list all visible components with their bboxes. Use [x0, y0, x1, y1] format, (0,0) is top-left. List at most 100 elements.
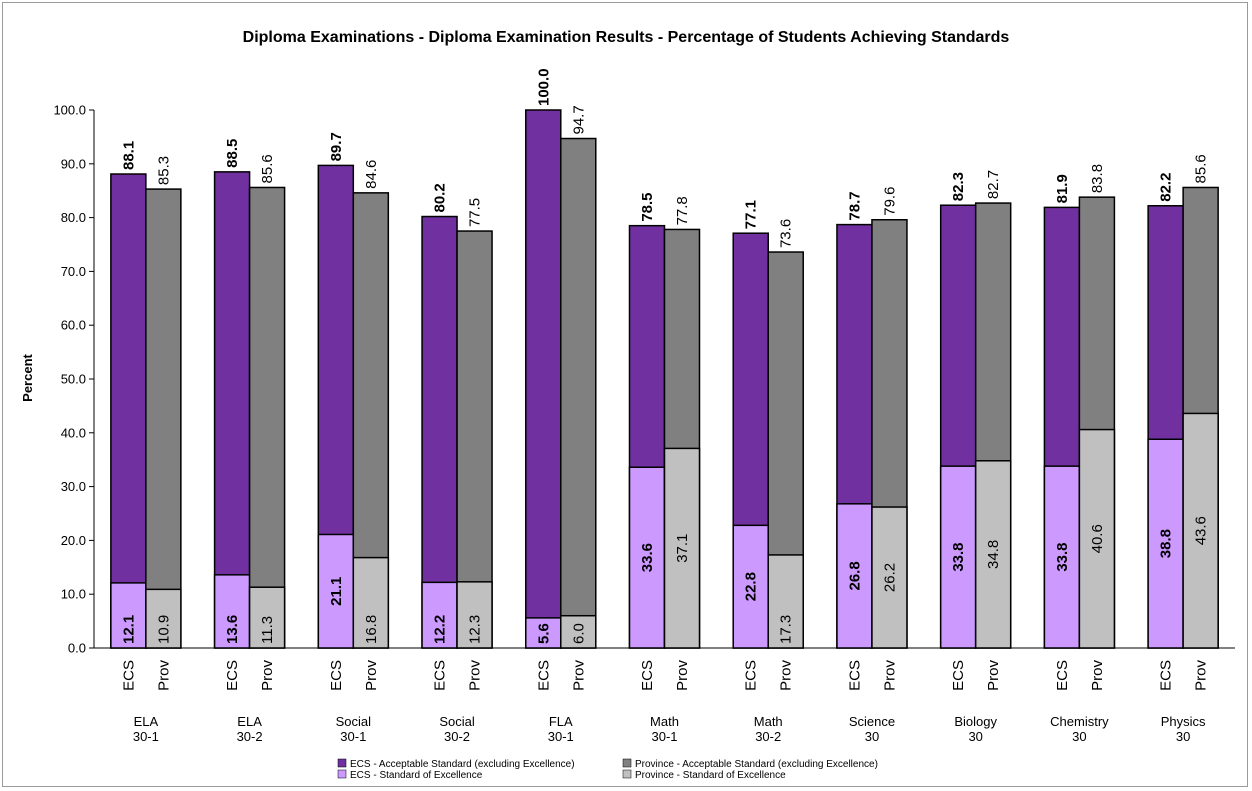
bar-labels-layer: 88.1 85.3 12.1 10.9 88.5 85.6 13.6 11.3 89.7 84.6… [120, 68, 1209, 644]
x-category-label: ELA [237, 714, 262, 729]
legend-swatch [622, 758, 632, 768]
x-category-label: 30-2 [444, 729, 470, 744]
bar-ecs-acceptable [421, 215, 458, 649]
x-category-label: 30-1 [548, 729, 574, 744]
bar-ecs-excellence [732, 524, 769, 649]
bar-prov-excellence [871, 506, 908, 649]
data-label-ecs-excellence: 33.6 [639, 543, 656, 572]
data-label-prov-excellence: 40.6 [1089, 524, 1106, 553]
legend-swatch [337, 758, 347, 768]
x-sub-label-prov: Prov [570, 660, 587, 691]
x-category-label: 30-2 [755, 729, 781, 744]
y-tick-label: 90.0 [61, 156, 86, 171]
data-label-ecs-acceptable: 80.2 [432, 183, 449, 212]
data-label-prov-acceptable: 77.8 [674, 196, 691, 225]
legend-label: Province - Standard of Excellence [635, 770, 786, 781]
x-category-label: 30-1 [133, 729, 159, 744]
data-label-prov-acceptable: 77.5 [467, 198, 484, 227]
data-label-prov-acceptable: 82.7 [985, 170, 1002, 199]
data-label-prov-acceptable: 73.6 [778, 219, 795, 248]
x-category-label: FLA [549, 714, 573, 729]
data-label-prov-excellence: 6.0 [570, 623, 587, 644]
bar-ecs-excellence [1147, 438, 1184, 649]
y-tick-label: 0.0 [68, 641, 86, 656]
legend-label: ECS - Standard of Excellence [350, 770, 483, 781]
bar-ecs-excellence [110, 582, 147, 649]
legend: ECS - Acceptable Standard (excluding Exc… [337, 758, 878, 781]
x-sub-label-ecs: ECS [120, 660, 137, 691]
data-label-prov-acceptable: 84.6 [363, 160, 380, 189]
x-category-label: 30 [1176, 729, 1190, 744]
bar-prov-excellence [767, 554, 804, 649]
x-sub-label-prov: Prov [155, 660, 172, 691]
bar-prov-excellence [974, 460, 1012, 649]
bar-prov-excellence [1182, 412, 1219, 649]
y-tick-label: 60.0 [61, 318, 86, 333]
data-label-prov-excellence: 16.8 [363, 615, 380, 644]
x-sub-label-ecs: ECS [328, 660, 345, 691]
legend-label: ECS - Acceptable Standard (excluding Exc… [350, 759, 575, 770]
legend-swatch [622, 769, 632, 779]
data-label-ecs-acceptable: 88.1 [120, 141, 137, 170]
x-category-label: 30 [968, 729, 982, 744]
data-label-prov-excellence: 26.2 [881, 563, 898, 592]
x-sub-label-prov: Prov [674, 660, 691, 691]
x-category-label: 30-2 [237, 729, 263, 744]
data-label-ecs-acceptable: 82.3 [950, 172, 967, 201]
data-label-prov-excellence: 10.9 [155, 615, 172, 644]
x-category-label: Physics [1161, 714, 1206, 729]
y-tick-label: 40.0 [61, 425, 86, 440]
x-category-label: 30 [865, 729, 879, 744]
data-label-prov-excellence: 43.6 [1193, 516, 1210, 545]
x-sub-label-prov: Prov [363, 660, 380, 691]
data-label-ecs-excellence: 33.8 [950, 542, 967, 571]
data-label-prov-acceptable: 85.6 [1193, 154, 1210, 183]
data-label-ecs-acceptable: 77.1 [743, 200, 760, 229]
y-tick-label: 10.0 [61, 587, 86, 602]
x-category-label: 30-1 [340, 729, 366, 744]
legend-swatch [337, 769, 347, 779]
y-tick-label: 70.0 [61, 264, 86, 279]
x-sub-label-prov: Prov [778, 660, 795, 691]
data-label-prov-acceptable: 85.3 [155, 156, 172, 185]
data-label-ecs-acceptable: 88.5 [224, 139, 241, 168]
x-sub-label-ecs: ECS [224, 660, 241, 691]
chart-title: Diploma Examinations - Diploma Examinati… [243, 29, 1010, 46]
x-category-label: 30 [1072, 729, 1086, 744]
x-category-label: Chemistry [1050, 714, 1109, 729]
y-tick-label: 20.0 [61, 533, 86, 548]
x-category-label: Biology [954, 714, 997, 729]
x-sub-label-prov: Prov [881, 660, 898, 691]
bar-prov-acceptable [560, 137, 597, 649]
bar-prov-acceptable [145, 188, 182, 649]
x-category-label: Math [754, 714, 783, 729]
data-label-ecs-acceptable: 82.2 [1158, 173, 1175, 202]
x-sub-label-ecs: ECS [950, 660, 967, 691]
bar-ecs-acceptable [110, 173, 147, 649]
x-sub-label-ecs: ECS [432, 660, 449, 691]
x-sub-label-ecs: ECS [1158, 660, 1175, 691]
x-sub-label-ecs: ECS [1054, 660, 1071, 691]
data-label-ecs-excellence: 38.8 [1158, 529, 1175, 558]
data-label-prov-excellence: 11.3 [259, 616, 276, 644]
data-label-ecs-excellence: 33.8 [1054, 542, 1071, 571]
x-category-label: Social [336, 714, 372, 729]
x-sub-label-ecs: ECS [743, 660, 760, 691]
x-sub-label-ecs: ECS [535, 660, 552, 691]
bar-prov-excellence [1078, 428, 1116, 649]
bar-ecs-excellence [628, 466, 666, 649]
data-label-prov-acceptable: 94.7 [570, 105, 587, 134]
data-label-ecs-excellence: 12.1 [120, 615, 137, 644]
data-label-ecs-excellence: 12.2 [432, 615, 449, 644]
data-label-prov-acceptable: 83.8 [1089, 164, 1106, 193]
x-category-label: Science [849, 714, 895, 729]
y-tick-label: 50.0 [61, 372, 86, 387]
data-label-ecs-excellence: 26.8 [846, 561, 863, 590]
bar-ecs-excellence [836, 503, 873, 649]
data-label-ecs-acceptable: 78.5 [639, 192, 656, 221]
data-label-ecs-excellence: 21.1 [328, 577, 345, 606]
data-label-prov-acceptable: 85.6 [259, 154, 276, 183]
